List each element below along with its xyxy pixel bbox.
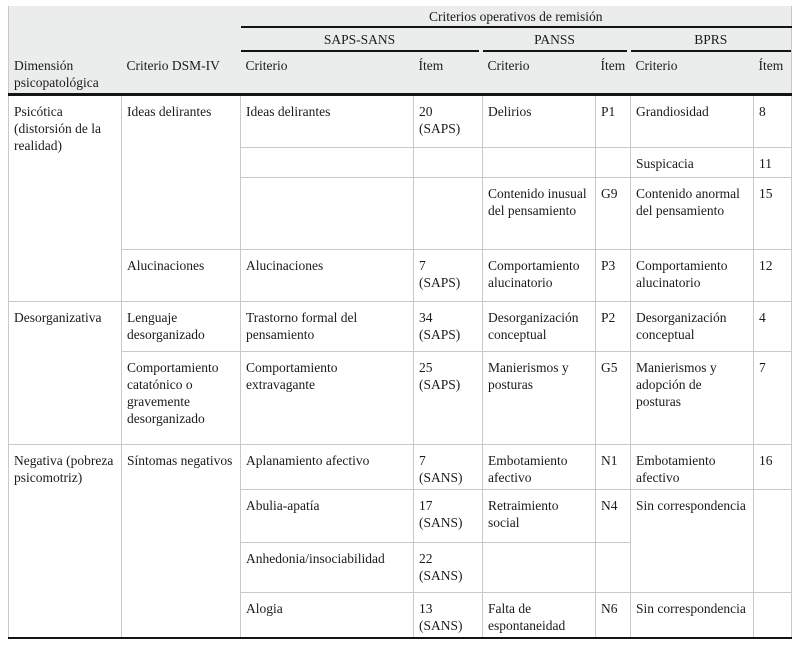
column-header-saps-item: Ítem: [413, 52, 483, 96]
table-row: SAPS-SANS PANSS BPRS: [8, 27, 792, 52]
cell-saps-criterion: Alogia: [240, 592, 414, 638]
scale-group-label: PANSS: [482, 28, 627, 52]
cell-bprs-criterion: Comportamiento alucinatorio: [630, 249, 754, 302]
cell-bprs-item: 15: [753, 177, 792, 250]
cell-bprs-criterion: Embotamiento afectivo: [630, 444, 754, 490]
cell-bprs-item: 12: [753, 249, 792, 302]
spanner-heading: Criterios operativos de remisión: [240, 6, 792, 28]
cell-saps-criterion: Ideas delirantes: [240, 94, 414, 148]
cell-dsm-criterion: Comportamiento catatónico o gravemente d…: [121, 351, 241, 445]
table-row: Negativa (pobreza psicomotriz) Síntomas …: [8, 444, 792, 638]
cell-dimension: Negativa (pobreza psicomotriz): [8, 444, 122, 638]
cell-panss-item: P3: [595, 249, 631, 302]
table-row: Suspicacia 11: [9, 147, 792, 178]
cell-saps-criterion: Trastorno formal del pensamiento: [240, 301, 414, 352]
cell-saps-criterion: Aplanamiento afectivo: [240, 444, 414, 490]
cell-bprs-item: 7: [753, 351, 792, 445]
table-row: Abulia-apatía 17 (SANS) Retraimiento soc…: [9, 489, 792, 593]
cell-saps-item: 17 (SANS): [413, 489, 483, 543]
table-row: Psicótica (distorsión de la realidad) Id…: [8, 94, 792, 302]
cell-panss-criterion: Manierismos y posturas: [482, 351, 596, 445]
cell-bprs-item: [753, 489, 792, 593]
cell-panss-criterion: Retraimiento social: [482, 489, 596, 543]
cell-saps-item: 34 (SAPS): [413, 301, 483, 352]
cell-bprs-criterion: Grandiosidad: [630, 94, 754, 148]
cell-panss-criterion: Delirios: [482, 94, 596, 148]
cell-panss-item: [595, 542, 631, 593]
header-spacer: [8, 6, 241, 27]
cell-bprs-criterion: Manierismos y adopción de posturas: [630, 351, 754, 445]
cell-bprs-item: 4: [753, 301, 792, 352]
scale-group-label: SAPS-SANS: [240, 28, 479, 52]
column-header-bprs-criterion: Criterio: [630, 52, 754, 96]
column-header-panss-item: Ítem: [595, 52, 631, 96]
table-row: Desorganizativa Lenguaje desorganizado T…: [8, 301, 792, 445]
cell-bprs-criterion: Suspicacia: [630, 147, 754, 178]
column-header-saps-criterion: Criterio: [240, 52, 414, 96]
cell-dimension: Psicótica (distorsión de la realidad): [8, 94, 122, 302]
cell-saps-criterion: [240, 177, 414, 250]
cell-bprs-criterion: Sin correspondencia: [630, 592, 754, 638]
cell-saps-item: 22 (SANS): [413, 542, 483, 593]
cell-panss-item: [595, 147, 631, 178]
cell-panss-criterion: [482, 542, 596, 593]
cell-saps-criterion: Alucinaciones: [240, 249, 414, 302]
scale-group-saps-sans: SAPS-SANS: [240, 27, 483, 52]
cell-saps-criterion: Anhedonia/insociabilidad: [240, 542, 414, 593]
cell-panss-criterion: [482, 147, 596, 178]
table-row: Dimensión psicopatológica Criterio DSM-I…: [8, 52, 792, 96]
cell-dsm-criterion: Lenguaje desorganizado: [121, 301, 241, 352]
table-row: Comportamiento catatónico o gravemente d…: [9, 351, 792, 445]
cell-panss-criterion: Contenido inusual del pensamiento: [482, 177, 596, 250]
cell-bprs-criterion: Desorganización conceptual: [630, 301, 754, 352]
cell-panss-item: N1: [595, 444, 631, 490]
cell-saps-item: [413, 177, 483, 250]
scale-group-bprs: BPRS: [630, 27, 792, 52]
cell-panss-item: N4: [595, 489, 631, 543]
cell-bprs-criterion: Sin correspondencia: [630, 489, 754, 593]
cell-panss-criterion: Embotamiento afectivo: [482, 444, 596, 490]
cell-bprs-item: 8: [753, 94, 792, 148]
cell-dsm-criterion: Alucinaciones: [121, 249, 241, 302]
cell-panss-item: G5: [595, 351, 631, 445]
table-row: Contenido inusual del pensamiento G9 Con…: [9, 177, 792, 250]
cell-panss-item: P1: [595, 94, 631, 148]
table-row: Criterios operativos de remisión: [8, 6, 792, 28]
cell-saps-item: 25 (SAPS): [413, 351, 483, 445]
column-header-bprs-item: Ítem: [753, 52, 792, 96]
header-spacer: [8, 27, 241, 52]
cell-panss-item: N6: [595, 592, 631, 638]
scale-group-label: BPRS: [630, 28, 791, 52]
cell-panss-item: P2: [595, 301, 631, 352]
table-row: Anhedonia/insociabilidad 22 (SANS): [9, 542, 792, 593]
cell-dsm-criterion: Ideas delirantes: [121, 94, 241, 250]
cell-saps-criterion: [240, 147, 414, 178]
cell-panss-criterion: Comportamiento alucinatorio: [482, 249, 596, 302]
cell-saps-item: 13 (SANS): [413, 592, 483, 638]
cell-bprs-item: [753, 592, 792, 638]
scale-group-panss: PANSS: [482, 27, 631, 52]
cell-saps-criterion: Abulia-apatía: [240, 489, 414, 543]
cell-saps-item: 20 (SAPS): [413, 94, 483, 148]
cell-panss-item: G9: [595, 177, 631, 250]
column-header-dsm-criterion: Criterio DSM-IV: [121, 52, 241, 96]
cell-dsm-criterion: Síntomas negativos: [121, 444, 241, 638]
table-row: Alogia 13 (SANS) Falta de espontaneidad …: [9, 592, 792, 638]
cell-bprs-item: 16: [753, 444, 792, 490]
cell-saps-item: 7 (SAPS): [413, 249, 483, 302]
cell-saps-item: [413, 147, 483, 178]
table-row: Alucinaciones Alucinaciones 7 (SAPS) Com…: [9, 249, 792, 302]
cell-saps-criterion: Comportamiento extravagante: [240, 351, 414, 445]
cell-panss-criterion: Falta de espontaneidad: [482, 592, 596, 638]
cell-panss-criterion: Desorganización conceptual: [482, 301, 596, 352]
cell-dimension: Desorganizativa: [8, 301, 122, 445]
cell-bprs-criterion: Contenido anormal del pensamiento: [630, 177, 754, 250]
remission-criteria-table: Criterios operativos de remisión SAPS-SA…: [8, 6, 792, 639]
cell-saps-item: 7 (SANS): [413, 444, 483, 490]
cell-bprs-item: 11: [753, 147, 792, 178]
column-header-dimension: Dimensión psicopatológica: [8, 52, 122, 96]
column-header-panss-criterion: Criterio: [482, 52, 596, 96]
